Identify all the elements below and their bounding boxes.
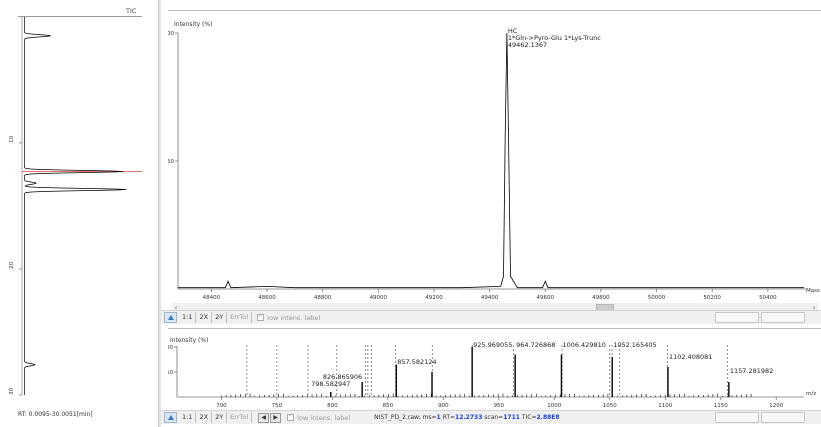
status-tic-label: TIC= [520,414,537,421]
lower-x-tick-label: 850 [383,403,394,409]
peak-label: 798.582947 [311,380,350,388]
dashed-markers [247,345,728,397]
peak-label: 1052.165405 [613,341,656,349]
low-intensity-label-text: low intens. label [297,414,350,422]
tic-panel: TIC 10 20 30 RT: 0.0095-30.0051[min] [0,0,158,427]
lower-x-tick-label: 1200 [769,403,783,409]
upper-x-tick-label: 49400 [481,295,499,301]
lower-toolbar: 1:1 2X 2Y ErrTol ◀ ▶ low intens. label N… [161,410,821,424]
peak-label: 1102.408081 [669,353,712,361]
upper-option-box-2[interactable] [761,312,805,323]
raw-spectrum-panel: Intensity (%) m/z 100 50 700 750 800 850 900 9… [168,328,821,410]
peak-label: 1157.281982 [730,367,773,375]
upper-x-tick-label: 49800 [592,295,610,301]
deconvoluted-mass-trace [178,33,804,288]
lower-x-tick-label: 1150 [714,403,728,409]
upper-x-tick-label: 50200 [703,295,721,301]
zoom-2y-button[interactable]: 2Y [212,412,227,423]
lower-x-tick-label: 1050 [603,403,617,409]
peak-label: 857.582124 [397,358,436,366]
lower-y-tick-label: 50 [168,370,173,376]
upper-x-tick-label: 49000 [370,295,388,301]
low-intensity-label-checkbox[interactable] [287,414,294,421]
lower-x-tick-label: 900 [438,403,449,409]
peak-label: 964.726868 [516,341,555,349]
panel-divider[interactable] [158,0,161,427]
deconvolution-panel: Intensity (%) Mass 100 50 48400 48600 48800… [168,10,821,328]
errtol-button[interactable]: ErrTol [227,312,252,323]
lower-x-tick-label: 800 [327,403,338,409]
peak-tool-icon[interactable] [164,312,177,323]
upper-x-tick-label: 50400 [759,295,777,301]
mz-spectrum-chart[interactable]: Intensity (%) m/z 100 50 700 750 800 850 900 9… [168,329,821,411]
lower-x-tick-label: 750 [272,403,283,409]
low-intensity-label-checkbox[interactable] [257,314,264,321]
lower-x-unit: m/z [806,391,816,397]
mass-spectrum-chart[interactable]: Intensity (%) Mass 100 50 48400 48600 48800… [168,11,821,301]
upper-y-title: Intensity (%) [174,21,212,28]
status-rt-label: RT= [441,414,455,421]
upper-x-tick-label: 49600 [537,295,555,301]
lower-x-tick-label: 950 [494,403,505,409]
next-scan-button[interactable]: ▶ [270,413,281,423]
status-tic: 2.88E8 [536,414,559,421]
lower-x-tick-label: 1000 [547,403,561,409]
lower-x-tick-label: 1100 [658,403,672,409]
lower-option-box-2[interactable] [761,412,805,423]
annotation-line-3: 49462.1367 [508,41,547,49]
upper-x-tick-label: 48800 [314,295,332,301]
status-rt: 12.2733 [455,414,482,421]
upper-toolbar: 1:1 2X 2Y ErrTol low intens. label [161,310,821,324]
upper-x-tick-label: 49200 [425,295,443,301]
previous-scan-button[interactable]: ◀ [258,413,269,423]
low-intensity-label-text: low intens. label [267,314,320,322]
upper-y-tick-label: 100 [168,31,174,37]
peak-annotation: HC 1*Gln->Pyro-Glu 1*Lys-Trunc 49462.136… [508,27,601,49]
status-scan: 1711 [503,414,520,421]
upper-y-tick-label: 50 [168,159,174,165]
lower-x-tick-label: 700 [216,403,227,409]
upper-y-ticks: 100 50 [168,31,178,165]
upper-x-ticks: 48400 48600 48800 49000 49200 49400 49600 49800… [203,289,777,301]
upper-option-box-1[interactable] [715,312,759,323]
peak-tool-icon[interactable] [164,412,177,423]
lower-y-tick-label: 100 [168,345,173,351]
zoom-2y-button[interactable]: 2Y [212,312,227,323]
tic-chart[interactable]: 10 20 30 [0,0,158,410]
status-scan-label: scan= [482,414,503,421]
zoom-1-1-button[interactable]: 1:1 [179,412,196,423]
status-file: NIST_PD_2.raw: ms= [374,414,436,421]
tic-tick-label: 20 [9,261,15,268]
upper-x-unit: Mass [806,288,820,294]
zoom-2x-button[interactable]: 2X [196,412,212,423]
rt-readout: RT: 0.0095-30.0051[min] [18,411,93,418]
scan-status: NIST_PD_2.raw: ms=1 RT=12.2733 scan=1711… [374,414,559,421]
peak-labels: 826.865906798.582947857.582124925.969055… [311,341,773,388]
lower-option-box-1[interactable] [715,412,759,423]
peak-label: 925.969055 [473,341,512,349]
peak-label: 1006.429810 [562,341,605,349]
tic-trace [24,17,126,395]
upper-x-tick-label: 48400 [203,295,221,301]
tic-tick-label: 30 [9,387,15,394]
zoom-2x-button[interactable]: 2X [196,312,212,323]
tic-rt-ticks: 10 20 30 [9,135,22,395]
zoom-1-1-button[interactable]: 1:1 [179,312,196,323]
upper-x-tick-label: 50000 [648,295,666,301]
lower-y-title: Intensity (%) [170,337,208,344]
errtol-button[interactable]: ErrTol [227,412,252,423]
lower-x-ticks: 700 750 800 850 900 950 1000 1050 1100 1150 1200 [216,397,784,409]
lower-y-ticks: 100 50 [168,345,177,376]
upper-x-tick-label: 48600 [258,295,276,301]
tic-tick-label: 10 [9,135,15,142]
